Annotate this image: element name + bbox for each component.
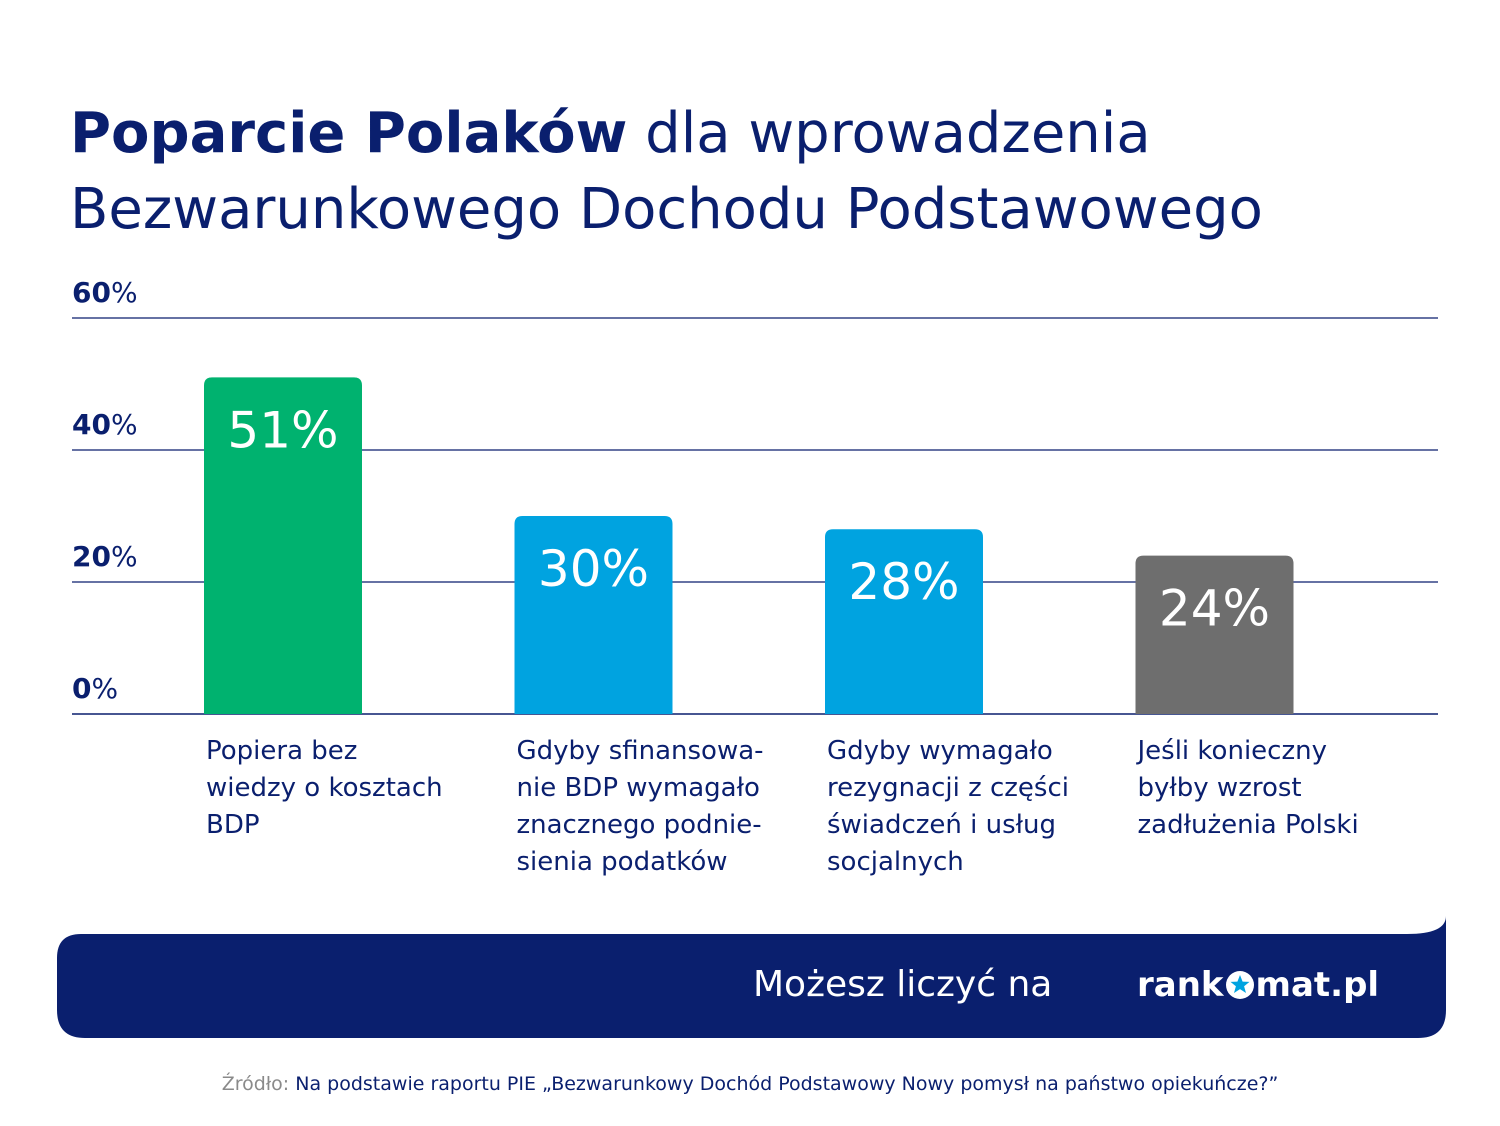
category-label-4-line-2: byłby wzrost bbox=[1137, 773, 1302, 803]
category-label-3-line-3: świadczeń i usług bbox=[827, 810, 1057, 840]
category-label-2-line-4: sienia podatków bbox=[516, 847, 728, 877]
bar-1 bbox=[204, 377, 362, 714]
bar-chart: 0% 20% 40% 60% 51% 30% 28% 24% bbox=[72, 276, 1438, 715]
category-label-1-line-1: Popiera bez bbox=[206, 736, 358, 766]
bar-value-label-2: 30% bbox=[538, 540, 649, 598]
chart-title-line-2: Bezwarunkowego Dochodu Podstawowego bbox=[70, 176, 1263, 242]
logo-text-left: rank bbox=[1137, 965, 1224, 1005]
category-label-1-line-2: wiedzy o kosztach bbox=[206, 773, 443, 803]
y-tick-label-40: 40% bbox=[72, 408, 138, 441]
category-label-4: Jeśli konieczny byłby wzrost zadłużenia Po… bbox=[1138, 733, 1428, 844]
banner-background bbox=[57, 916, 1446, 1038]
source-lead: Źródło: bbox=[221, 1073, 290, 1095]
y-tick-label-20: 20% bbox=[72, 540, 138, 573]
logo-text-right: mat.pl bbox=[1255, 965, 1380, 1005]
category-label-2: Gdyby sfinansowa-nie BDP wymagało znaczne… bbox=[517, 733, 807, 881]
source-note: Źródło: Na podstawie raportu PIE „Bezwar… bbox=[0, 1070, 1500, 1098]
banner-slogan: Możesz liczyć na bbox=[753, 964, 1053, 1005]
bar-2 bbox=[514, 516, 673, 714]
y-tick-label-0: 0% bbox=[72, 672, 118, 705]
chart-title-line-1: Poparcie Polaków dla wprowadzenia bbox=[70, 96, 1470, 172]
bar-value-label-4: 24% bbox=[1159, 580, 1270, 638]
chart-title-rest: dla wprowadzenia bbox=[645, 100, 1151, 166]
chart-title-bold: Poparcie Polaków bbox=[70, 100, 628, 166]
category-label-4-line-3: zadłużenia Polski bbox=[1137, 810, 1359, 840]
rankomat-logo[interactable]: rank mat.pl bbox=[1137, 962, 1379, 1008]
banner-shape bbox=[57, 916, 1446, 1038]
category-label-3-line-1: Gdyby wymagało bbox=[827, 736, 1053, 766]
category-label-3: Gdyby wymagało rezygnacji z części świadcz… bbox=[827, 733, 1117, 881]
bar-3 bbox=[825, 529, 983, 714]
source-text: Na podstawie raportu PIE „Bezwarunkowy D… bbox=[295, 1073, 1279, 1095]
bar-4 bbox=[1135, 555, 1294, 714]
category-label-2-line-2: nie BDP wymagało bbox=[516, 773, 760, 803]
footer-banner bbox=[57, 916, 1446, 1038]
category-label-4-line-1: Jeśli konieczny bbox=[1137, 736, 1327, 766]
category-label-3-line-4: socjalnych bbox=[827, 847, 964, 877]
category-label-1-line-3: BDP bbox=[206, 810, 260, 840]
category-label-2-line-3: znacznego podnie- bbox=[516, 810, 762, 840]
bar-value-label-3: 28% bbox=[848, 553, 959, 611]
bar-value-label-1: 51% bbox=[227, 401, 338, 459]
category-label-2-line-1: Gdyby sfinansowa- bbox=[516, 736, 764, 766]
y-tick-label-60: 60% bbox=[72, 276, 138, 309]
chart-title: Poparcie Polaków dla wprowadzenia Bezwar… bbox=[70, 96, 1470, 248]
category-label-3-line-2: rezygnacji z części bbox=[827, 773, 1069, 803]
star-icon bbox=[1225, 971, 1254, 999]
category-label-1: Popiera bez wiedzy o kosztach BDP bbox=[206, 733, 496, 844]
